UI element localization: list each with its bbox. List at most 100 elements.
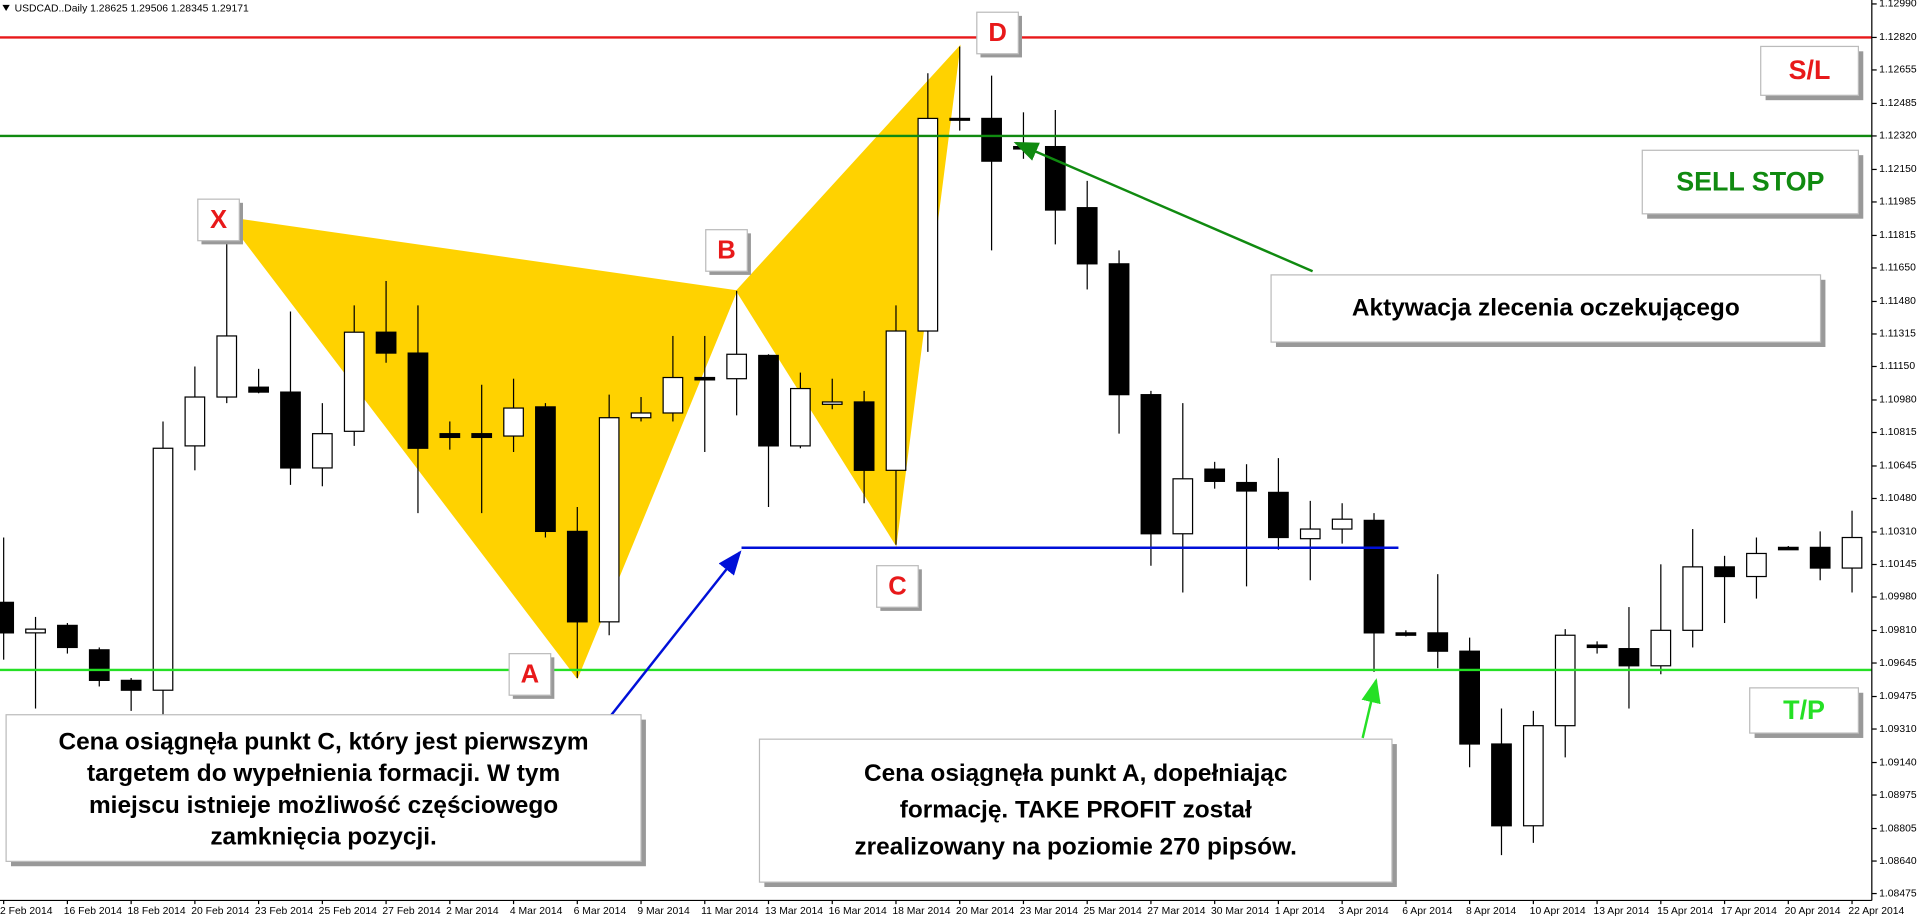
y-tick-label: 1.08475 (1879, 888, 1917, 899)
y-tick-label: 1.11985 (1879, 197, 1916, 208)
annotation-text: formację. TAKE PROFIT został (900, 797, 1252, 824)
point-box (705, 229, 748, 272)
annotation-text: Cena osiągnęła punkt A, dopełniając (864, 760, 1287, 787)
x-tick-label: 30 Mar 2014 (1211, 906, 1269, 917)
candle-body (0, 601, 15, 634)
candle-body (57, 624, 78, 649)
x-tick-label: 9 Mar 2014 (637, 906, 690, 917)
y-tick-label: 1.10480 (1879, 493, 1917, 504)
annotation: Cena osiągnęła punkt A, dopełniając form… (758, 738, 1397, 888)
point-box (197, 198, 240, 242)
candle-body (949, 117, 971, 121)
level-box (1749, 687, 1860, 734)
y-tick-label: 1.12990 (1879, 0, 1917, 10)
box (5, 714, 642, 862)
candle-body (1522, 725, 1544, 827)
candle-body (184, 396, 206, 447)
level-label: S/L (1789, 55, 1831, 85)
candle-body (981, 117, 1002, 162)
y-tick-label: 1.10645 (1879, 461, 1917, 472)
candle-body (1204, 468, 1226, 482)
level-box (1641, 149, 1860, 215)
candle-body (1395, 632, 1417, 636)
point-box (876, 565, 919, 608)
annotation-text: targetem do wypełnienia formacji. W tym (87, 760, 560, 787)
x-tick-label: 18 Feb 2014 (127, 906, 185, 917)
candle-body (789, 387, 811, 447)
candle-body (1650, 629, 1672, 667)
x-tick-label: 2 Mar 2014 (446, 906, 499, 917)
candle-body (758, 354, 779, 447)
candle-body (853, 401, 875, 471)
candle-body (1777, 546, 1799, 551)
candle-body (152, 447, 174, 691)
x-tick-label: 20 Mar 2014 (956, 906, 1014, 917)
candle-body (1491, 743, 1512, 827)
x-tick-label: 22 Apr 2014 (1848, 906, 1904, 917)
y-tick-label: 1.08640 (1879, 856, 1917, 867)
y-tick-label: 1.09980 (1879, 592, 1917, 603)
x-tick-label: 13 Apr 2014 (1593, 906, 1649, 917)
candle-body (1682, 566, 1704, 631)
candle-body (1618, 648, 1640, 667)
annotation: Aktywacja zlecenia oczekującego (1270, 274, 1826, 347)
annotation-text: Cena osiągnęła punkt C, który jest pierw… (58, 728, 588, 755)
candle-body (1299, 528, 1321, 540)
x-tick-label: 13 Mar 2014 (765, 906, 823, 917)
x-tick-label: 23 Mar 2014 (1020, 906, 1078, 917)
candle-body (280, 391, 301, 469)
candle-body (694, 376, 716, 381)
candle-body (1554, 634, 1576, 727)
x-tick-label: 10 Apr 2014 (1530, 906, 1586, 917)
candle-body (885, 330, 907, 471)
point-label: B (717, 236, 736, 264)
candle-body (630, 412, 652, 419)
y-tick-label: 1.12320 (1879, 131, 1917, 142)
point-box (976, 11, 1019, 55)
x-tick-label: 20 Feb 2014 (191, 906, 249, 917)
level-box (1760, 45, 1860, 96)
candle-body (1268, 491, 1289, 539)
y-tick-label: 1.12655 (1879, 65, 1917, 76)
candle-body (1809, 546, 1831, 569)
y-tick-label: 1.11150 (1879, 361, 1915, 372)
candle-body (1108, 263, 1130, 396)
annotation-text: zrealizowany na poziomie 270 pipsów. (854, 833, 1296, 860)
candle-body (1076, 207, 1098, 265)
candle-body (1841, 536, 1863, 569)
point-label: D (988, 19, 1007, 47)
x-tick-label: 27 Feb 2014 (382, 906, 440, 917)
y-tick-label: 1.09645 (1879, 658, 1917, 669)
candle-body (375, 331, 397, 354)
candle-body (1172, 478, 1194, 535)
header-icon (2, 4, 10, 11)
candle-layer (0, 46, 1863, 856)
chart-header: USDCAD..Daily 1.28625 1.29506 1.28345 1.… (15, 3, 249, 14)
annotation-text: zamknięcia pozycji. (210, 824, 436, 851)
box (1270, 274, 1822, 343)
candle-body (662, 376, 684, 414)
y-tick-label: 1.09810 (1879, 625, 1917, 636)
y-tick-label: 1.10980 (1879, 395, 1917, 406)
x-tick-label: 18 Mar 2014 (892, 906, 950, 917)
candle-body (598, 417, 620, 623)
y-tick-label: 1.12485 (1879, 98, 1917, 109)
point-box (508, 653, 552, 696)
y-tick-label: 1.11480 (1879, 296, 1916, 307)
x-tick-label: 2 Feb 2014 (0, 906, 53, 917)
candle-body (535, 406, 556, 533)
point-label: X (210, 206, 227, 234)
candle-body (439, 433, 461, 439)
candle-body (1363, 519, 1385, 634)
candle-body (1746, 552, 1767, 578)
y-tick-label: 1.10145 (1879, 559, 1917, 570)
candle-body (821, 401, 843, 405)
annotation-text: miejscu istnieje możliwość częściowego (89, 792, 558, 819)
candle-body (917, 117, 939, 332)
candle-body (1140, 394, 1162, 535)
candle-body (216, 335, 238, 398)
x-tick-label: 4 Mar 2014 (510, 906, 563, 917)
candle-body (1586, 644, 1608, 649)
